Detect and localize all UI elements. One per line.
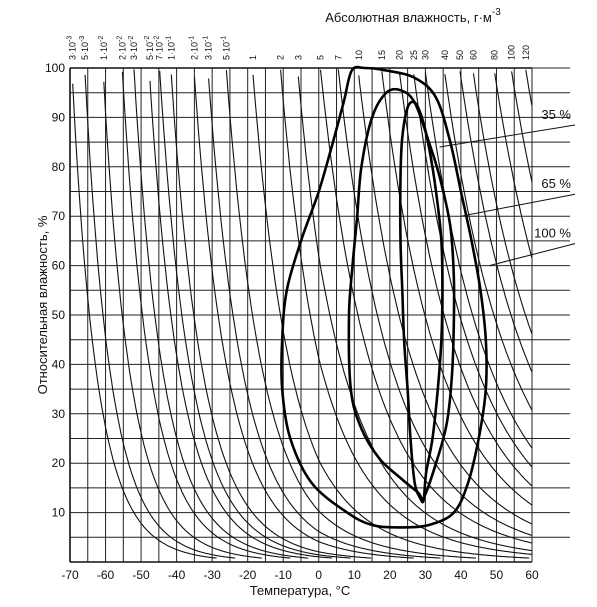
- top-tick-label: 40: [440, 50, 450, 60]
- top-tick-label: 3: [293, 55, 303, 60]
- y-tick-label: 10: [52, 506, 66, 520]
- top-tick-label: 3·10-1: [203, 36, 214, 60]
- y-tick-label: 80: [52, 160, 66, 174]
- top-tick-label: 50: [455, 50, 465, 60]
- x-tick-label: 20: [383, 568, 397, 582]
- top-tick-label: 20: [395, 50, 405, 60]
- x-tick-label: 50: [490, 568, 504, 582]
- absolute-humidity-line: [381, 71, 533, 506]
- top-tick-label: 80: [490, 50, 500, 60]
- x-axis-title: Температура, °С: [250, 583, 351, 598]
- x-tick-label: 0: [315, 568, 322, 582]
- absolute-humidity-line: [159, 70, 351, 559]
- absolute-humidity-line: [525, 69, 533, 107]
- absolute-humidity-line: [193, 76, 414, 559]
- absolute-humidity-line: [472, 73, 533, 335]
- absolute-humidity-line: [399, 73, 533, 487]
- top-tick-label: 2·10-1: [188, 36, 199, 60]
- top-tick-label: 15: [377, 50, 387, 60]
- y-tick-label: 70: [52, 209, 66, 223]
- top-tick-label: 25: [409, 50, 419, 60]
- y-tick-label: 60: [52, 259, 66, 273]
- x-tick-label: -30: [203, 568, 221, 582]
- absolute-humidity-line: [103, 81, 262, 559]
- top-tick-label: 5·10-3: [79, 36, 90, 60]
- absolute-humidity-line: [413, 74, 533, 468]
- top-tick-label: 30: [420, 50, 430, 60]
- series-label: 65 %: [541, 176, 571, 191]
- tick-labels: 3·10-35·10-3 1·10-2 2·10-23·10-2 5·10-27·10…: [45, 36, 539, 582]
- y-axis-title: Относительная влажность, %: [35, 215, 50, 394]
- absolute-humidity-line: [208, 78, 441, 559]
- top-tick-label: 1: [248, 55, 258, 60]
- absolute-humidity-line: [494, 73, 533, 259]
- series-label-leader: [439, 124, 576, 148]
- top-tick-label: 7: [333, 55, 343, 60]
- grid: [69, 67, 570, 563]
- top-tick-label: 2: [276, 55, 286, 60]
- series-curves: 100 % 65 % 35 %: [280, 65, 576, 529]
- series-label: 100 %: [534, 226, 571, 241]
- x-tick-label: -10: [275, 568, 293, 582]
- absolute-humidity-line: [133, 69, 309, 559]
- absolute-humidity-line: [511, 71, 533, 183]
- absolute-humidity-line: [297, 76, 533, 552]
- x-tick-label: -20: [239, 568, 257, 582]
- absolute-humidity-line: [459, 71, 533, 373]
- absolute-humidity-line: [358, 75, 533, 525]
- series-curve: [398, 100, 444, 504]
- x-tick-label: 30: [419, 568, 433, 582]
- y-tick-label: 90: [52, 110, 66, 124]
- absolute-humidity-line: [72, 83, 217, 559]
- x-tick-label: 40: [454, 568, 468, 582]
- top-tick-label: 5·10-1: [220, 36, 231, 60]
- top-tick-label: 120: [521, 45, 531, 60]
- top-tick-label: 2·10-2: [116, 36, 127, 60]
- y-tick-label: 30: [52, 407, 66, 421]
- top-tick-label: 5·10-2: [144, 36, 155, 60]
- absolute-humidity-line: [225, 69, 477, 559]
- top-tick-label: 100: [507, 45, 517, 60]
- top-tick-label: 60: [468, 50, 478, 60]
- y-tick-label: 50: [52, 308, 66, 322]
- top-tick-label: 10: [354, 50, 364, 60]
- top-tick-label: 1·10-1: [165, 36, 176, 60]
- x-tick-label: -40: [168, 568, 186, 582]
- y-tick-label: 20: [52, 456, 66, 470]
- series-label: 35 %: [541, 107, 571, 122]
- top-tick-label: 3·10-3: [67, 36, 78, 60]
- absolute-humidity-line: [252, 74, 530, 559]
- absolute-humidity-line: [149, 80, 333, 559]
- x-tick-label: -70: [61, 568, 79, 582]
- x-tick-label: 10: [348, 568, 362, 582]
- x-tick-label: 60: [525, 568, 539, 582]
- top-tick-label: 7·10-2: [154, 36, 165, 60]
- series-label-leader: [489, 243, 576, 267]
- top-axis-title-sup: -3: [492, 7, 501, 18]
- absolute-humidity-line: [84, 74, 236, 559]
- top-tick-label: 3·10-2: [128, 36, 139, 60]
- absolute-humidity-line: [280, 69, 533, 555]
- top-axis-title-main: Абсолютная влажность, г·м: [325, 10, 492, 25]
- y-tick-label: 100: [45, 61, 65, 75]
- top-axis-title: Абсолютная влажность, г·м-3: [325, 7, 501, 25]
- absolute-humidity-line: [121, 71, 291, 559]
- y-tick-label: 40: [52, 357, 66, 371]
- top-tick-label: 1·10-2: [98, 36, 109, 60]
- x-tick-label: -50: [132, 568, 150, 582]
- absolute-humidity-line: [170, 74, 372, 559]
- series-curve: [347, 87, 456, 501]
- absolute-humidity-line: [444, 74, 533, 411]
- absolute-humidity-lines: [72, 69, 533, 559]
- top-tick-label: 5: [316, 55, 326, 60]
- series-curve: [280, 65, 488, 529]
- series-label-leader: [460, 193, 576, 217]
- x-tick-label: -60: [97, 568, 115, 582]
